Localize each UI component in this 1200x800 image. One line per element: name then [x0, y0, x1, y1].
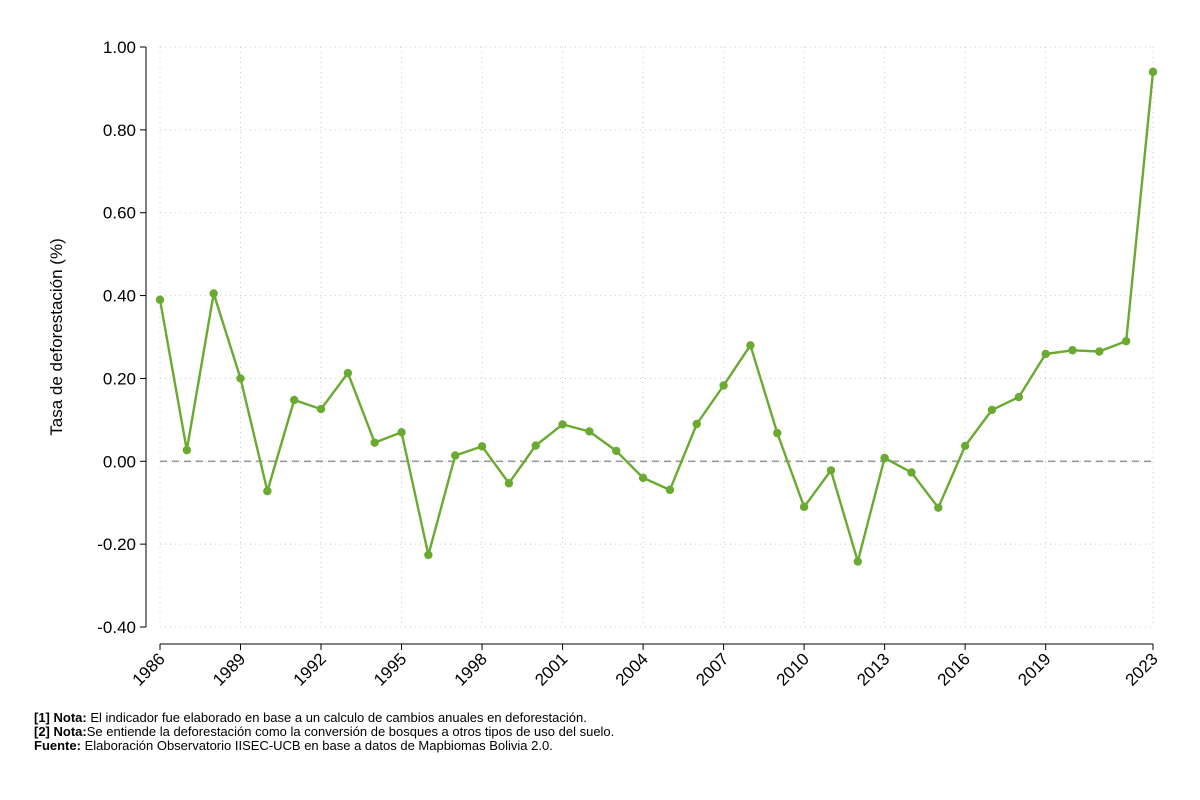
x-tick-label: 2010 [773, 649, 813, 689]
y-tick-label: 0.20 [103, 369, 136, 388]
footnote-2-text: Se entiende la deforestación como la con… [86, 724, 615, 739]
data-point [209, 289, 218, 298]
data-points [155, 67, 1158, 566]
y-tick-label: 1.00 [103, 38, 136, 57]
x-tick-label: 1995 [370, 649, 410, 689]
data-point [1148, 67, 1158, 77]
x-tick-label: 2016 [934, 649, 974, 689]
x-tick-label: 2013 [853, 649, 893, 689]
y-tick-label: 0.60 [103, 204, 136, 223]
x-tick-label: 2007 [692, 649, 732, 689]
source-label: Fuente: [34, 738, 81, 753]
data-point [1095, 347, 1104, 356]
data-point [1014, 392, 1024, 402]
data-point [182, 445, 192, 455]
y-tick-label: 0.40 [103, 287, 136, 306]
data-point [799, 502, 809, 512]
data-point [746, 341, 755, 350]
data-point [451, 451, 460, 460]
y-axis-label: Tasa de deforestación (%) [47, 238, 66, 436]
x-tick-label: 2019 [1014, 649, 1054, 689]
data-point [155, 295, 165, 304]
data-point [907, 468, 916, 477]
footnotes: [1] Nota: El indicador fue elaborado en … [34, 711, 614, 753]
data-point [638, 473, 648, 483]
footnote-1-label: [1] Nota: [34, 710, 87, 725]
data-point [343, 368, 353, 378]
footnote-1: [1] Nota: El indicador fue elaborado en … [34, 711, 614, 725]
data-point [719, 381, 728, 390]
data-point [773, 428, 782, 438]
axes [140, 46, 1154, 650]
source-text: Elaboración Observatorio IISEC-UCB en ba… [80, 738, 553, 753]
data-point [316, 404, 326, 414]
data-point [880, 453, 889, 463]
data-point [397, 428, 406, 437]
x-tick-labels: 1986 1989 1992 1995 1998 2001 2004 2007 2010 2013… [129, 649, 1162, 689]
x-tick-label: 2001 [531, 649, 571, 689]
data-point [424, 550, 433, 560]
data-point [987, 405, 997, 415]
y-tick-label: 0.80 [103, 121, 136, 140]
data-point [692, 419, 701, 429]
x-tick-label: 1998 [451, 649, 491, 689]
x-tick-label: 2004 [612, 649, 652, 689]
data-point [612, 446, 621, 456]
x-tick-label: 1986 [129, 649, 169, 689]
data-point [665, 485, 675, 495]
y-tick-label: -0.20 [97, 535, 136, 554]
data-point [263, 486, 272, 496]
footnote-2: [2] Nota:Se entiende la deforestación co… [34, 725, 614, 739]
footnote-2-label: [2] Nota: [34, 724, 87, 739]
x-tick-label: 2023 [1122, 649, 1162, 689]
data-point [1041, 349, 1050, 359]
footnote-1-text: El indicador fue elaborado en base a un … [86, 710, 587, 725]
data-point [853, 557, 862, 566]
y-tick-labels: -0.40 -0.20 0.00 0.20 0.40 0.60 0.80 1.00 [97, 38, 136, 637]
y-tick-label: 0.00 [103, 452, 136, 471]
data-point [960, 441, 970, 451]
series-line [158, 71, 1155, 563]
data-point [531, 441, 540, 450]
source-note: Fuente: Elaboración Observatorio IISEC-U… [34, 739, 614, 753]
data-point [1068, 346, 1077, 355]
data-point [477, 442, 487, 451]
data-point [236, 374, 245, 383]
deforestation-line-chart: -0.40-0.200.000.200.400.600.801.00 1986 1… [47, 38, 1162, 690]
data-point [1121, 336, 1131, 346]
x-tick-label: 1989 [209, 649, 249, 689]
y-tick-label: -0.40 [97, 618, 136, 637]
data-point [504, 479, 514, 488]
x-tick-label: 1992 [290, 649, 330, 689]
data-point [558, 420, 567, 429]
data-point [934, 503, 943, 512]
data-point [289, 395, 299, 405]
data-point [585, 427, 594, 436]
grid-lines [159, 46, 1154, 628]
data-point [370, 438, 379, 447]
data-point [826, 466, 836, 475]
